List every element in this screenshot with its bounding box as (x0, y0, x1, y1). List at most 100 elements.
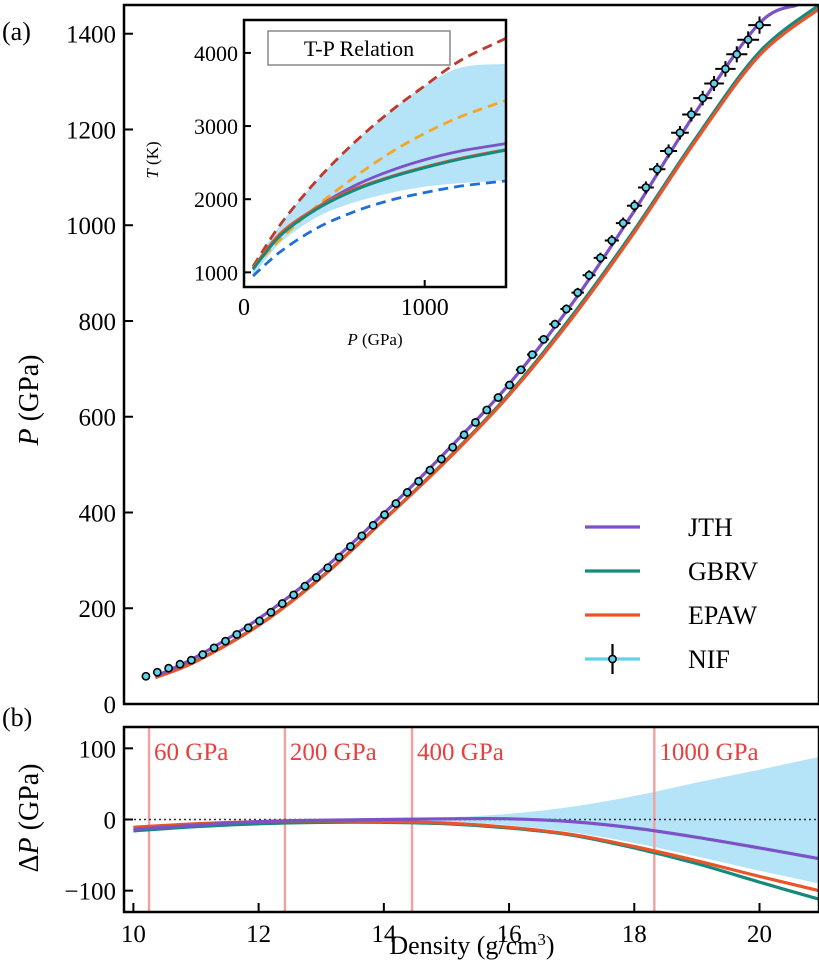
nif-marker (482, 405, 492, 415)
panel-b-label: (b) (2, 703, 32, 732)
nif-point (582, 270, 596, 281)
inset-x-axis-label: P (GPa) (346, 330, 402, 349)
nif-marker (164, 663, 174, 673)
nif-point (649, 162, 666, 176)
panel-b-uncertainty-band (383, 756, 819, 884)
panel-a-label: (a) (2, 17, 31, 46)
nif-marker (300, 581, 310, 591)
pressure-marker: 400 GPa (410, 727, 504, 912)
panel-a-frame (122, 3, 819, 706)
nif-marker (743, 35, 753, 45)
y-tick-label: 100 (79, 736, 117, 763)
nif-marker (311, 573, 321, 582)
nif-point (255, 616, 264, 626)
inset-y-tick-label: 4000 (194, 41, 238, 66)
y-tick-label: 800 (79, 309, 117, 336)
nif-point (186, 655, 196, 665)
inset-y-axis-label-var: T (143, 168, 162, 179)
nif-point (604, 235, 619, 246)
inset-y-tick-label: 1000 (194, 260, 238, 285)
nif-marker (141, 671, 151, 681)
x-tick-label: 20 (747, 921, 772, 948)
panel-b-lines (133, 816, 819, 901)
nif-point (571, 287, 584, 298)
panel-b-ticks: 10 12 14 16 18 20 −100 0 100 (64, 736, 772, 948)
x-axis-label-tail: ) (546, 931, 555, 960)
x-tick-label: 12 (246, 921, 271, 948)
panel-b-y-axis-label-var: P (14, 837, 45, 855)
nif-point (626, 199, 643, 212)
nif-marker (391, 499, 401, 508)
pressure-marker: 200 GPa (283, 727, 377, 912)
panel-b-y-axis-label-unit: (GPa) (14, 764, 45, 838)
nif-point (266, 607, 276, 617)
legend: JTH GBRV EPAW NIF (585, 513, 758, 674)
line-epaw (154, 7, 819, 680)
nif-marker (755, 20, 764, 30)
nif-point (346, 542, 355, 551)
pressure-marker-label: 400 GPa (417, 739, 504, 766)
nif-marker (527, 350, 537, 359)
nif-point (289, 590, 299, 600)
y-tick-label: 1400 (66, 22, 116, 49)
nif-point (402, 488, 412, 497)
pressure-marker-label: 1000 GPa (659, 739, 758, 766)
nif-point (515, 365, 526, 375)
nif-point (232, 630, 242, 639)
nif-marker (368, 520, 378, 530)
x-tick-label: 14 (371, 921, 397, 948)
legend-entry-gbrv: GBRV (585, 557, 758, 586)
nif-point (560, 304, 573, 314)
nif-point (175, 659, 185, 669)
nif-marker (414, 476, 424, 486)
nif-marker (584, 270, 594, 280)
inset-line-0 (251, 37, 506, 268)
nif-marker (596, 253, 605, 263)
pressure-markers: 60 GPa 200 GPa 400 GPa 1000 GPa (147, 727, 759, 912)
nif-point (448, 442, 458, 452)
y-tick-label: 400 (79, 500, 117, 527)
nif-point (682, 107, 701, 122)
nif-marker (243, 623, 253, 633)
inset-y-axis-label: T (K) (143, 141, 162, 178)
nif-marker (277, 599, 287, 608)
legend-label: GBRV (688, 557, 758, 586)
nif-point (380, 510, 389, 520)
nif-point (660, 144, 678, 158)
nif-point (221, 636, 230, 646)
nif-point (141, 671, 151, 681)
nif-marker (630, 201, 639, 211)
nif-marker (618, 218, 628, 228)
nif-marker (471, 417, 480, 427)
nif-marker (221, 636, 230, 646)
inset-y-tick-label: 2000 (194, 187, 238, 212)
panel-a-y-ticks: 0 200 400 600 800 1000 1200 1400 (66, 22, 133, 719)
nif-marker (664, 146, 674, 156)
nif-point (593, 252, 608, 264)
nif-marker (607, 236, 617, 245)
x-tick-label: 16 (497, 921, 522, 948)
nif-marker (550, 319, 560, 329)
nif-point (693, 90, 713, 106)
nif-point (152, 667, 162, 677)
nif-point (482, 405, 492, 415)
nif-point (737, 31, 760, 49)
nif-point (436, 454, 446, 464)
nif-marker (209, 643, 219, 653)
inset-frame (242, 18, 508, 289)
nif-point (391, 499, 401, 508)
inset-uncertainty-band (253, 63, 506, 277)
nif-point (549, 319, 561, 329)
nif-point (726, 46, 748, 63)
nif-point (715, 61, 736, 77)
nif-point (748, 16, 771, 34)
panel-b-y-axis-label-delta: Δ (14, 854, 45, 872)
inset-x-axis-label-unit: (GPa) (358, 330, 403, 349)
nif-marker (539, 334, 549, 344)
nif-marker (346, 542, 355, 551)
nif-point (504, 380, 515, 390)
nif-marker (175, 659, 185, 669)
nif-marker (652, 164, 662, 174)
nif-marker (641, 183, 651, 192)
panel-a: 0 200 400 600 800 1000 1200 1400 (a) P (GPa) JT… (2, 3, 819, 719)
